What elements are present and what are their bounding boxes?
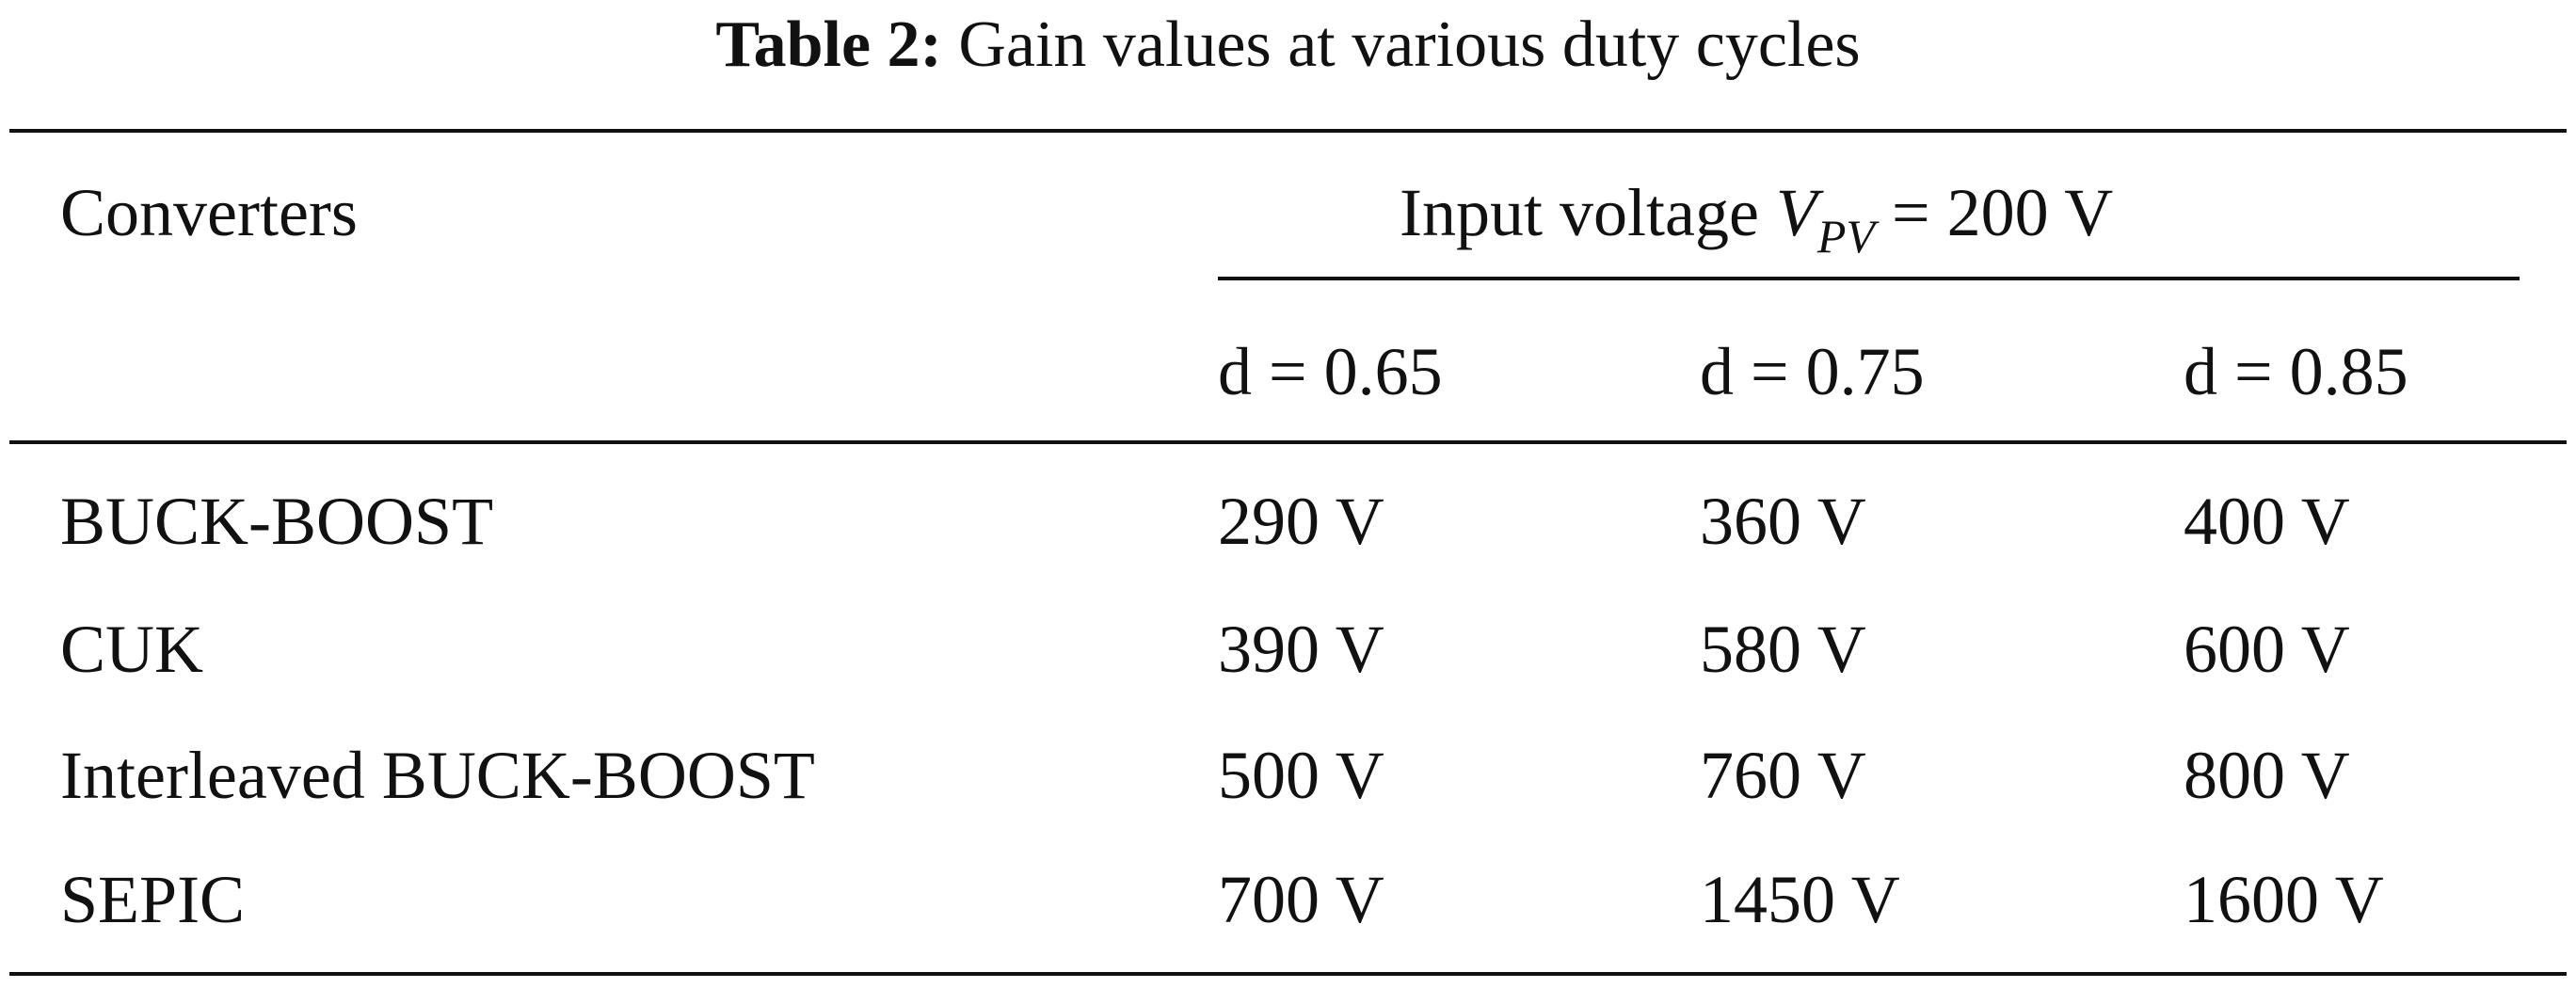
row-value: 760 V — [1700, 738, 1866, 813]
header-duty-0: d = 0.65 — [1218, 334, 1443, 409]
row-converter: BUCK-BOOST — [60, 484, 494, 559]
row-value: 290 V — [1218, 484, 1384, 559]
input-voltage-prefix: Input voltage — [1400, 175, 1776, 250]
row-value: 700 V — [1218, 862, 1384, 937]
row-value: 580 V — [1700, 612, 1866, 687]
row-converter: CUK — [60, 612, 204, 687]
bottom-rule — [9, 972, 2567, 976]
caption-label: Table 2: — [715, 8, 942, 81]
row-value: 360 V — [1700, 484, 1866, 559]
row-value: 1600 V — [2184, 862, 2384, 937]
input-voltage-subscript: PV — [1816, 210, 1875, 263]
header-duty-1: d = 0.75 — [1700, 334, 1925, 409]
row-value: 1450 V — [1700, 862, 1900, 937]
row-converter: Interleaved BUCK-BOOST — [60, 738, 815, 813]
row-converter: SEPIC — [60, 862, 246, 937]
header-rule — [9, 440, 2567, 444]
row-value: 600 V — [2184, 612, 2350, 687]
row-value: 400 V — [2184, 484, 2350, 559]
header-duty-2: d = 0.85 — [2184, 334, 2408, 409]
header-converters: Converters — [60, 175, 358, 250]
group-rule — [1218, 277, 2520, 280]
row-value: 390 V — [1218, 612, 1384, 687]
row-value: 500 V — [1218, 738, 1384, 813]
top-rule — [9, 129, 2567, 133]
input-voltage-symbol: V — [1775, 175, 1817, 250]
row-value: 800 V — [2184, 738, 2350, 813]
caption-text: Gain values at various duty cycles — [958, 8, 1861, 81]
header-input-voltage: Input voltage VPV = 200 V — [1400, 172, 2114, 263]
input-voltage-suffix: = 200 V — [1874, 175, 2114, 250]
table-caption: Table 2: Gain values at various duty cyc… — [0, 6, 2576, 85]
